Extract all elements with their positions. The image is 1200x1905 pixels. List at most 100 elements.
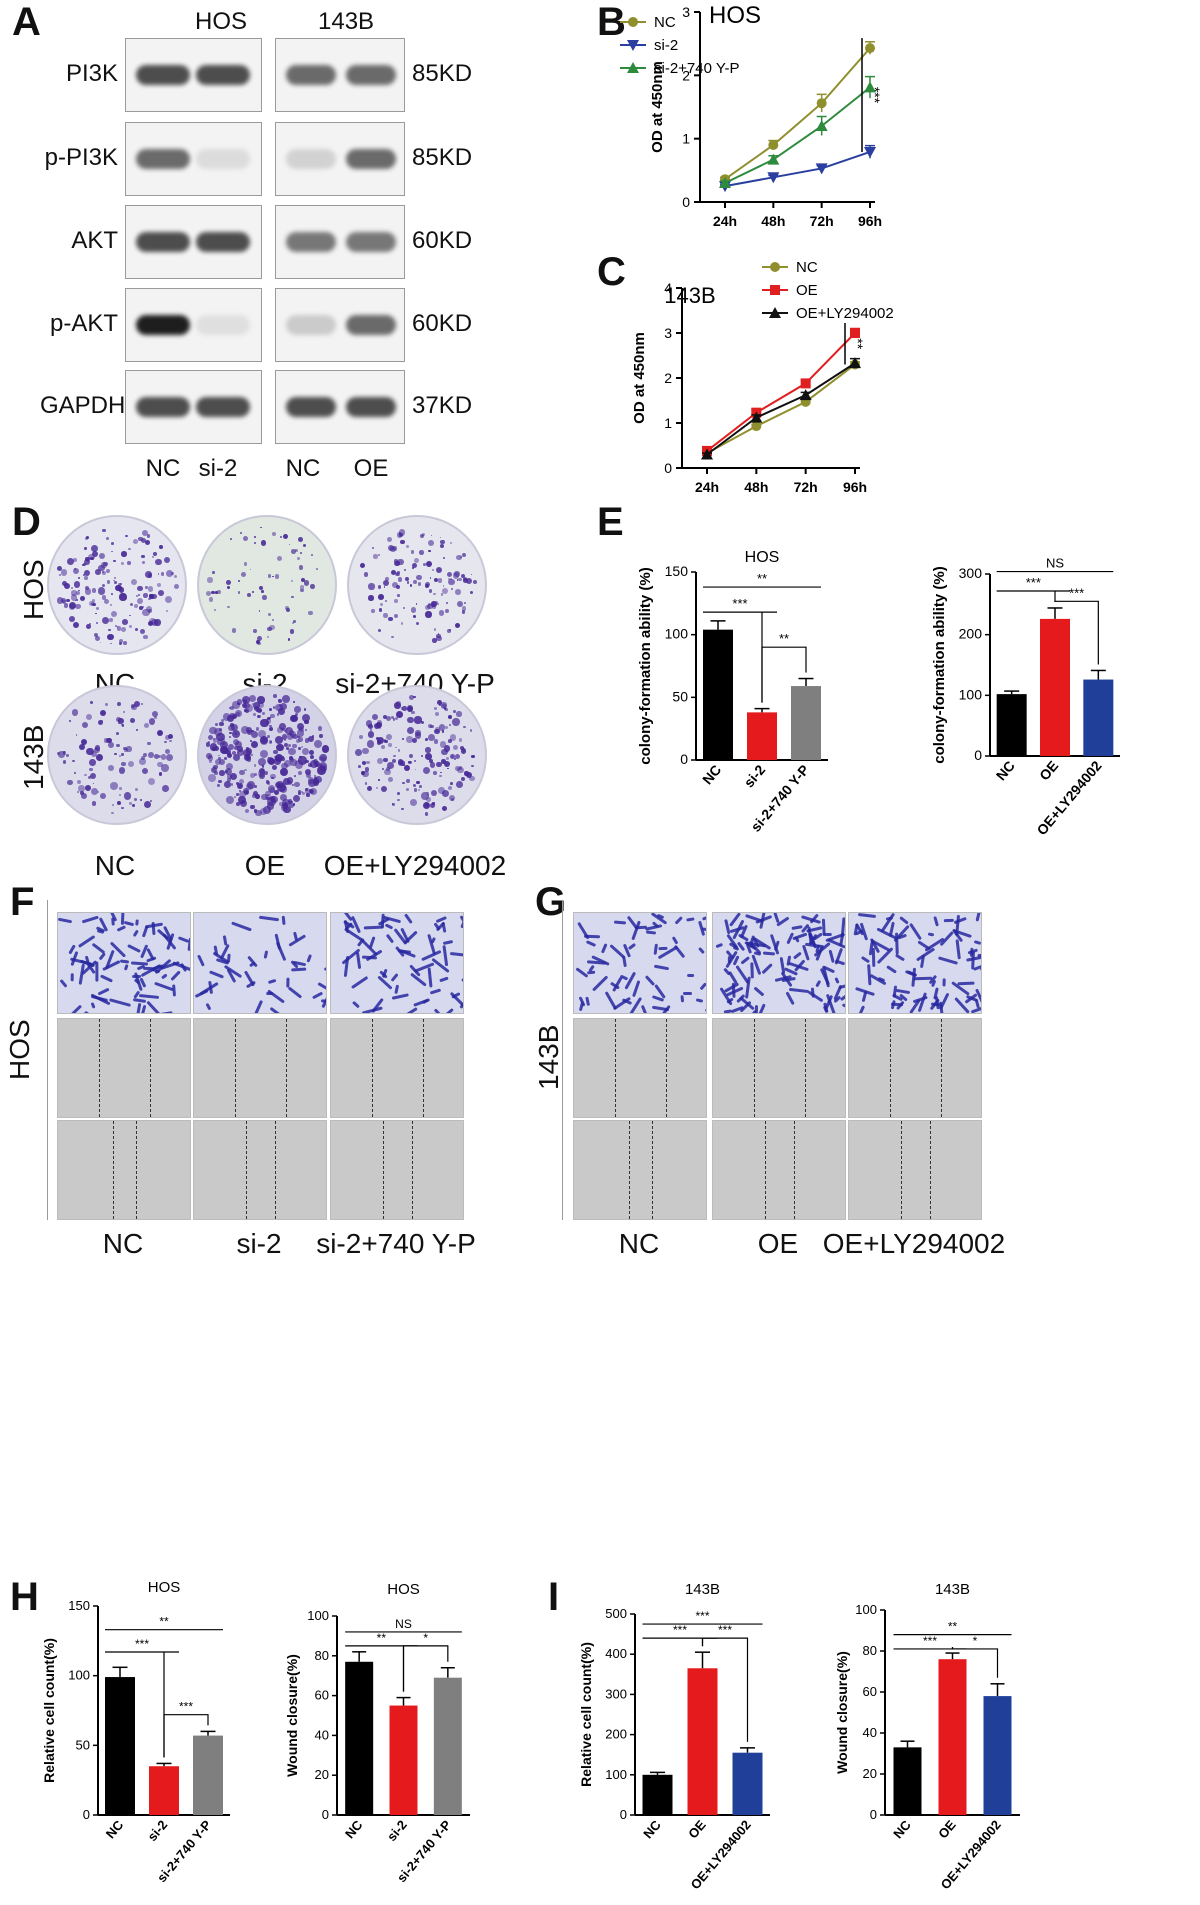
colony-spot: [424, 812, 429, 816]
colony-dish: [347, 515, 487, 655]
x-tick-label: 96h: [858, 213, 882, 229]
cell-mark: [120, 913, 125, 926]
colony-spot: [313, 780, 320, 787]
colony-spot: [231, 724, 239, 732]
colony-spot: [366, 740, 374, 748]
comparison-bracket: [402, 1645, 449, 1692]
colony-spot: [454, 571, 460, 577]
colony-spot: [371, 608, 375, 613]
colony-spot: [413, 759, 417, 763]
colony-spot: [98, 720, 104, 726]
colony-spot: [422, 766, 431, 775]
colony-spot: [129, 802, 133, 805]
colony-spot: [439, 703, 442, 706]
colony-spot: [238, 791, 247, 799]
wb-band: [196, 232, 250, 252]
colony-spot: [397, 749, 401, 752]
colony-spot: [217, 739, 223, 745]
data-point: [701, 448, 713, 460]
wound-image: [330, 1018, 464, 1118]
colony-spot: [69, 616, 76, 622]
colony-spot: [267, 716, 270, 720]
comparison-label: *: [973, 1634, 978, 1648]
legend-label: NC: [796, 259, 818, 276]
colony-spot: [165, 610, 168, 613]
colony-spot: [288, 638, 291, 641]
cell-mark: [938, 956, 958, 965]
colony-spot: [267, 636, 269, 639]
cell-mark: [792, 932, 808, 941]
colony-spot: [157, 730, 164, 737]
g-cell-line-label: 143B: [533, 1024, 564, 1090]
colony-spot: [442, 805, 448, 811]
colony-spot: [280, 703, 288, 710]
colony-spot: [385, 733, 392, 740]
significance-label: ***: [867, 87, 883, 104]
wb-band: [196, 65, 250, 85]
series-line: [706, 362, 856, 456]
colony-spot: [471, 764, 474, 767]
y-axis-label: Wound closure(%): [835, 1651, 850, 1774]
chart-b-hos-proliferation: 0 1 2 3 24h 48h 72h 96h OD at 450nm HOS NC si-2 si-2…: [620, 2, 883, 229]
wb-blot-box: [125, 122, 262, 196]
colony-spot: [121, 594, 124, 597]
comparison-label: ***: [718, 1623, 732, 1637]
comparison-label: ***: [673, 1623, 687, 1637]
wb-protein-label: p-PI3K: [44, 144, 118, 171]
bar: [193, 1735, 223, 1815]
comparison-label: ***: [923, 1634, 937, 1648]
colony-spot: [403, 606, 406, 609]
colony-spot: [393, 754, 396, 758]
series-line: [724, 86, 871, 184]
x-tick-label: NC: [103, 1817, 127, 1841]
cell-mark: [704, 1004, 706, 1013]
colony-spot: [146, 533, 151, 538]
series-line: [724, 47, 871, 181]
data-point: [767, 172, 780, 184]
colony-spot: [153, 551, 157, 556]
colony-spot: [225, 767, 233, 775]
colony-spot: [288, 747, 296, 756]
colony-spot: [79, 790, 84, 795]
colony-spot: [123, 746, 127, 750]
colony-spot: [254, 773, 257, 776]
colony-spot: [249, 694, 257, 702]
colony-spot: [128, 547, 131, 550]
colony-spot: [142, 606, 145, 609]
colony-spot: [116, 625, 119, 628]
cell-mark: [404, 913, 413, 924]
colony-spot: [266, 756, 275, 765]
colony-spot: [227, 605, 230, 609]
colony-spot: [108, 765, 115, 772]
colony-spot: [124, 792, 132, 800]
colony-spot: [433, 707, 438, 711]
colony-spot: [301, 792, 305, 795]
colony-spot: [110, 782, 118, 790]
colony-spot: [274, 756, 277, 759]
comparison-label: NS: [395, 1617, 412, 1631]
colony-spot: [237, 782, 244, 789]
colony-spot: [131, 703, 136, 709]
colony-spot: [161, 764, 169, 772]
y-tick-label: 0: [680, 751, 688, 767]
colony-spot: [85, 556, 90, 561]
migration-group-label: NC: [102, 1228, 144, 1259]
transwell-image: [57, 912, 191, 1014]
colony-spot: [410, 607, 417, 614]
data-point: [849, 357, 861, 369]
cell-mark: [205, 1002, 212, 1010]
y-tick-label: 2: [664, 370, 672, 386]
colony-spot: [289, 731, 297, 738]
colony-spot: [157, 754, 162, 758]
colony-spot: [395, 717, 399, 721]
cell-mark: [890, 1002, 903, 1007]
colony-spot: [118, 639, 124, 644]
y-tick-label: 50: [76, 1737, 90, 1752]
colony-spot: [412, 567, 415, 569]
colony-spot: [420, 534, 425, 539]
colony-spot: [265, 790, 272, 797]
colony-spot: [406, 736, 413, 743]
legend-marker: [770, 262, 780, 272]
colony-spot: [269, 716, 272, 719]
comparison-label: ***: [695, 1609, 709, 1623]
